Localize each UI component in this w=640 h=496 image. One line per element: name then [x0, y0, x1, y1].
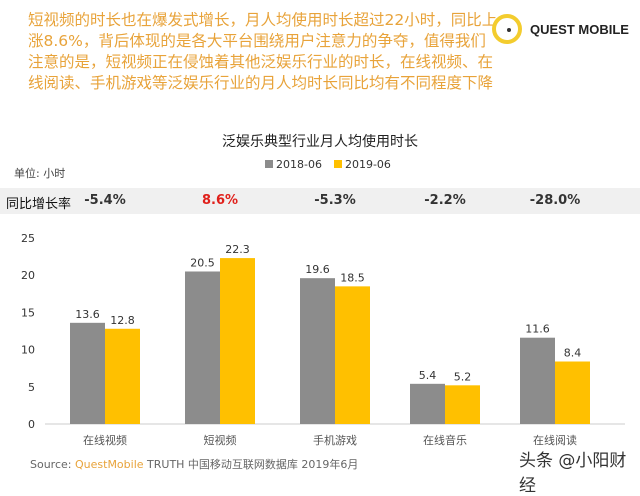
logo-text: QUEST MOBILE [530, 21, 629, 37]
growth-value: -28.0% [529, 193, 581, 208]
legend-label: 2019-06 [344, 158, 391, 171]
bar-2018-06 [520, 337, 555, 424]
y-tick-label: 5 [28, 381, 35, 394]
bar-2019-06 [335, 286, 370, 424]
bar-2018-06 [70, 322, 105, 424]
data-label: 20.5 [190, 256, 215, 269]
x-tick-label: 在线音乐 [423, 433, 467, 447]
y-tick-label: 25 [21, 232, 35, 245]
legend: 2018-06 2019-06 [265, 158, 391, 171]
data-label: 22.3 [225, 243, 250, 256]
chart-title: 泛娱乐典型行业月人均使用时长 [222, 134, 418, 150]
source-brand: QuestMobile [75, 458, 144, 471]
growth-value: -5.3% [314, 193, 356, 208]
unit-label: 单位: 小时 [14, 167, 66, 180]
x-tick-label: 在线视频 [83, 433, 127, 447]
credit-watermark: 头条 @小阳财经 [519, 451, 627, 496]
bar-2018-06 [410, 383, 445, 424]
source-prefix: Source: [30, 458, 72, 471]
data-label: 5.2 [454, 370, 472, 383]
data-label: 5.4 [419, 369, 437, 382]
growth-value: -5.4% [84, 193, 126, 208]
y-tick-label: 15 [21, 306, 35, 319]
source-text: TRUTH 中国移动互联网数据库 2019年6月 [147, 458, 359, 471]
headline-text: 短视频的时长也在爆发式增长，月人均使用时长超过22小时，同比上涨8.6%，背后体… [28, 11, 498, 92]
legend-item-2018: 2018-06 [265, 158, 322, 171]
growth-row: 同比增长率 -5.4% 8.6% -5.3% -2.2% -28.0% [0, 188, 640, 214]
logo-icon [492, 14, 522, 44]
legend-item-2019: 2019-06 [333, 158, 391, 171]
legend-label: 2018-06 [276, 158, 322, 171]
data-label: 19.6 [305, 263, 330, 276]
x-tick-label: 短视频 [204, 433, 237, 447]
y-tick-label: 10 [21, 344, 35, 357]
data-label: 18.5 [340, 271, 365, 284]
source-note: Source: QuestMobile TRUTH 中国移动互联网数据库 201… [30, 456, 358, 472]
x-tick-label: 手机游戏 [313, 433, 357, 447]
bar-2019-06 [105, 328, 140, 424]
bar-2019-06 [220, 258, 255, 424]
growth-value: 8.6% [201, 193, 239, 208]
data-label: 11.6 [525, 323, 550, 336]
bar-2018-06 [300, 278, 335, 424]
bar-2019-06 [555, 361, 590, 424]
data-label: 13.6 [75, 308, 100, 321]
growth-row-label: 同比增长率 [6, 197, 72, 212]
bar-2018-06 [185, 271, 220, 424]
data-label: 12.8 [110, 314, 135, 327]
x-tick-label: 在线阅读 [533, 433, 577, 447]
data-label: 8.4 [564, 347, 582, 360]
quest-mobile-logo: QUEST MOBILE [492, 14, 629, 44]
growth-value: -2.2% [424, 193, 466, 208]
y-tick-label: 20 [21, 269, 35, 282]
bar-2019-06 [445, 385, 480, 424]
bar-chart: 0 5 10 15 20 25 13.6 12.8 在线视频 20.5 22.3 短视频 19.6 18.… [21, 232, 625, 447]
y-tick-label: 0 [28, 418, 35, 431]
